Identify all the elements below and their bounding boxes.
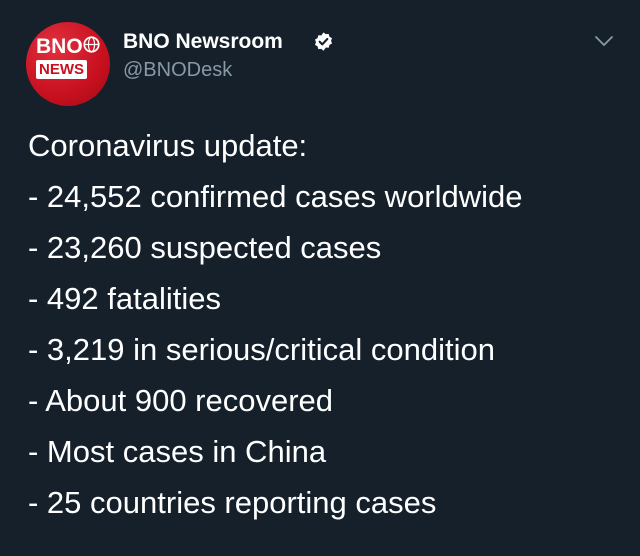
avatar-logo-bottom: NEWS <box>36 60 87 79</box>
chevron-down-icon[interactable] <box>594 34 614 48</box>
globe-icon <box>83 36 100 53</box>
avatar[interactable]: BNO NEWS <box>26 22 110 106</box>
tweet-line-recovered: - About 900 recovered <box>28 383 334 418</box>
avatar-logo-top: BNO <box>36 35 83 58</box>
verified-badge-icon <box>315 32 332 51</box>
tweet-line-countries: - 25 countries reporting cases <box>28 485 437 520</box>
display-name[interactable]: BNO Newsroom <box>123 30 283 53</box>
tweet-line-confirmed: - 24,552 confirmed cases worldwide <box>28 179 523 214</box>
tweet-line-suspected: - 23,260 suspected cases <box>28 230 382 265</box>
tweet-text: Coronavirus update: - 24,552 confirmed c… <box>28 120 628 528</box>
tweet-line-heading: Coronavirus update: <box>28 128 308 163</box>
tweet-line-critical: - 3,219 in serious/critical condition <box>28 332 495 367</box>
tweet-line-china: - Most cases in China <box>28 434 327 469</box>
tweet-line-fatalities: - 492 fatalities <box>28 281 221 316</box>
account-handle[interactable]: @BNODesk <box>123 59 233 81</box>
